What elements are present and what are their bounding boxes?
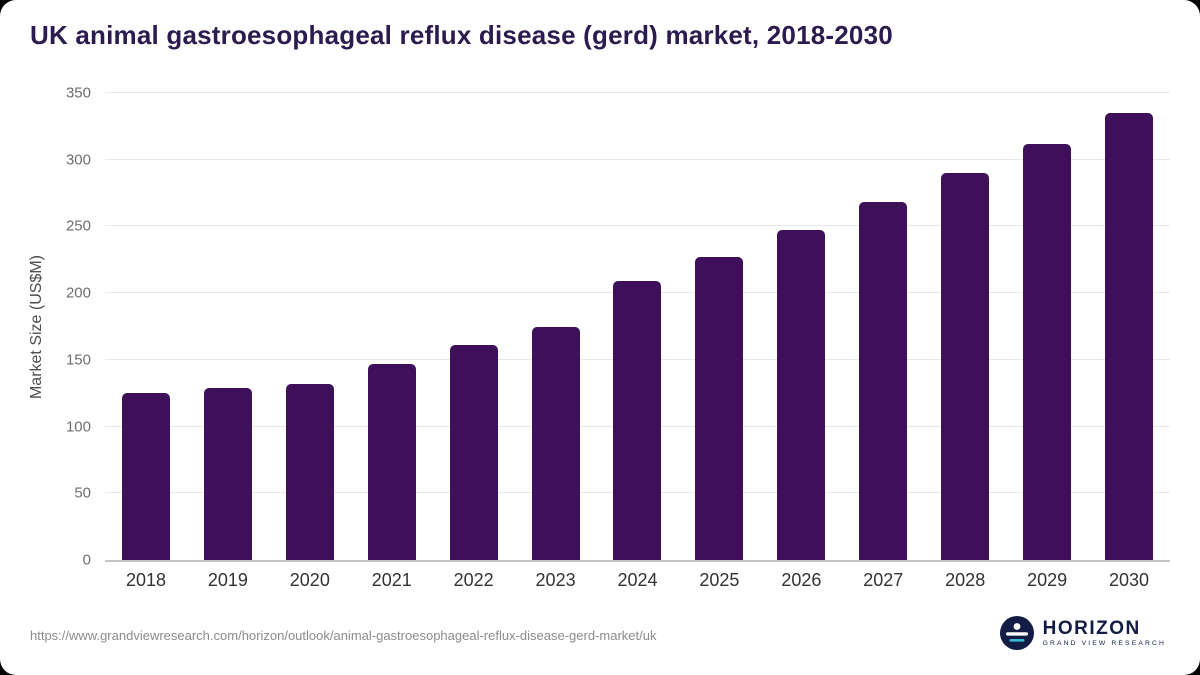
chart-title: UK animal gastroesophageal reflux diseas… [30, 20, 893, 50]
y-tick-label-300: 300 [65, 151, 91, 169]
y-tick-label-0: 0 [82, 551, 91, 569]
bar-2022 [449, 345, 498, 560]
x-tick-label-2027: 2027 [863, 570, 904, 590]
bar-column-2025 [678, 93, 760, 560]
bar-2027 [859, 202, 908, 560]
source-url[interactable]: https://www.grandviewresearch.com/horizo… [30, 628, 657, 643]
bar-2030 [1105, 113, 1154, 560]
x-tick-label-2025: 2025 [699, 570, 740, 590]
x-tick-label-2023: 2023 [535, 570, 576, 590]
x-axis-labels: 2018 2019 2020 2021 2022 2023 2024 2025 2026 2027… [105, 570, 1170, 591]
x-tick-label-2024: 2024 [617, 570, 658, 590]
bar-2020 [285, 383, 334, 560]
bar-2021 [367, 363, 416, 560]
bar-2026 [777, 230, 826, 560]
bar-column-2024 [597, 93, 679, 560]
gridline-300 [105, 158, 1170, 160]
bar-column-2019 [187, 93, 269, 560]
x-tick-label-2022: 2022 [453, 570, 494, 590]
bar-2025 [695, 257, 744, 560]
x-tick-label-2019: 2019 [207, 570, 248, 590]
horizon-logo-text: HORIZON GRAND VIEW RESEARCH [1042, 617, 1166, 648]
y-tick-label-350: 350 [65, 84, 91, 102]
x-tick-label-2030: 2030 [1109, 570, 1150, 590]
x-tick-label-2021: 2021 [371, 570, 412, 590]
bar-2029 [1023, 143, 1072, 560]
y-tick-label-250: 250 [65, 217, 91, 235]
x-tick-label-2018: 2018 [125, 570, 166, 590]
y-tick-label-200: 200 [65, 284, 91, 302]
bar-column-2020 [269, 93, 351, 560]
y-tick-label-50: 50 [74, 484, 91, 502]
bar-2023 [531, 326, 580, 560]
bar-column-2030 [1088, 93, 1170, 560]
x-tick-label-2028: 2028 [945, 570, 986, 590]
gridline-250 [105, 225, 1170, 227]
bar-column-2018 [105, 93, 187, 560]
bar-2028 [941, 173, 990, 560]
y-tick-label-150: 150 [65, 351, 91, 369]
plot-area: 0 50 100 150 200 250 300 350 [66, 85, 1170, 569]
gridline-350 [105, 92, 1170, 93]
bar-column-2022 [433, 93, 515, 560]
bar-column-2021 [351, 93, 433, 560]
x-tick-label-2026: 2026 [781, 570, 822, 590]
y-axis-label-text: Market Size (US$M) [28, 254, 45, 399]
x-tick-label-2029: 2029 [1027, 570, 1068, 590]
y-axis-label: Market Size (US$M) [26, 93, 48, 560]
bar-2018 [121, 393, 170, 560]
bar-column-2029 [1006, 93, 1088, 560]
horizon-logo-icon [999, 616, 1034, 650]
y-tick-label-100: 100 [65, 418, 91, 436]
bar-column-2027 [842, 93, 924, 560]
bar-2019 [203, 387, 252, 560]
horizon-logo: HORIZON GRAND VIEW RESEARCH [999, 616, 1166, 650]
logo-title: HORIZON [1042, 617, 1141, 639]
bar-2024 [613, 281, 662, 560]
bar-column-2028 [924, 93, 1006, 560]
bar-column-2023 [515, 93, 597, 560]
logo-subtitle: GRAND VIEW RESEARCH [1042, 640, 1166, 648]
bar-column-2026 [760, 93, 842, 560]
bars-layer [105, 93, 1170, 560]
x-tick-label-2020: 2020 [289, 570, 330, 590]
